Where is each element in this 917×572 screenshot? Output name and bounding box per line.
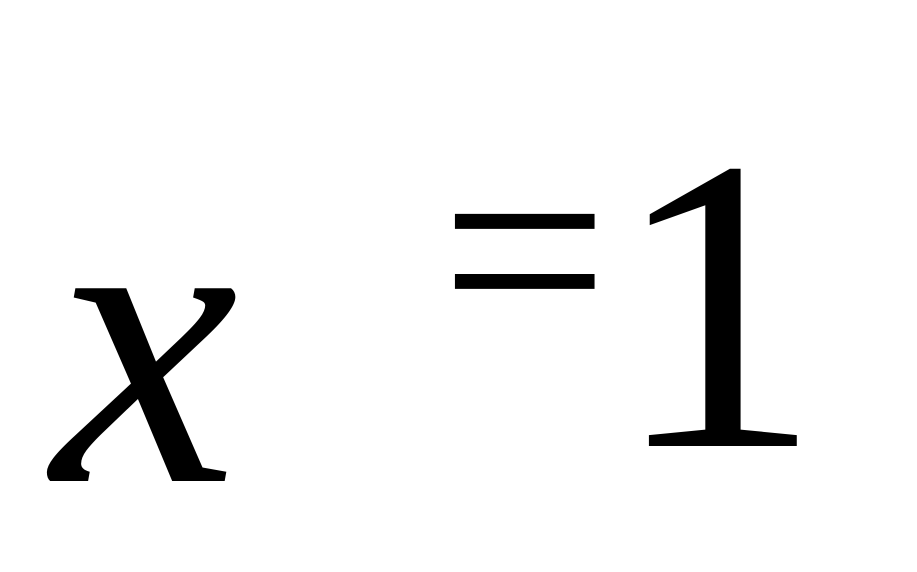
formula-equals-sign: = [440, 84, 610, 416]
formula-value: 1 [612, 72, 822, 537]
formula-variable: x [52, 107, 239, 572]
